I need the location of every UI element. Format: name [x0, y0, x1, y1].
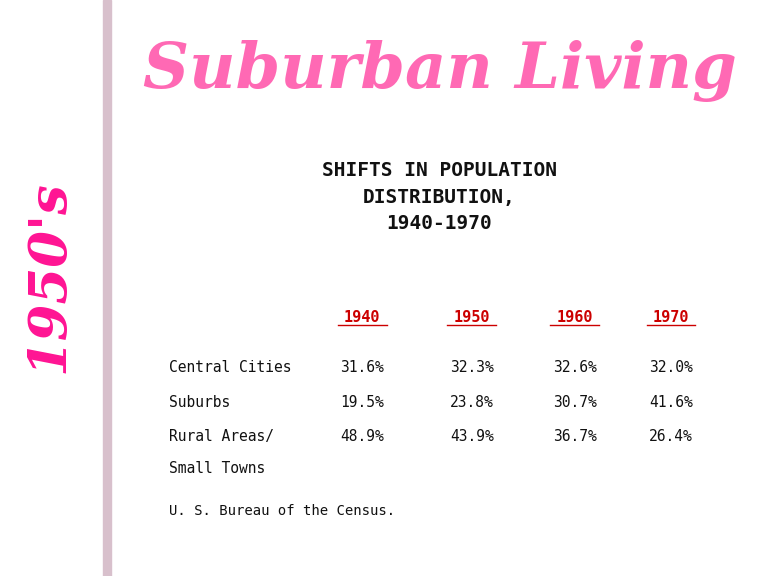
- Text: 48.9%: 48.9%: [340, 429, 384, 444]
- Text: 1940: 1940: [344, 310, 380, 325]
- Text: 1970: 1970: [653, 310, 689, 325]
- Text: 30.7%: 30.7%: [552, 395, 597, 410]
- Text: Small Towns: Small Towns: [170, 461, 266, 476]
- Text: 36.7%: 36.7%: [552, 429, 597, 444]
- Text: 1950: 1950: [454, 310, 490, 325]
- Text: 23.8%: 23.8%: [450, 395, 493, 410]
- Bar: [103, 0, 111, 576]
- Text: 31.6%: 31.6%: [340, 360, 384, 375]
- Text: SHIFTS IN POPULATION
DISTRIBUTION,
1940-1970: SHIFTS IN POPULATION DISTRIBUTION, 1940-…: [322, 161, 557, 233]
- Text: 19.5%: 19.5%: [340, 395, 384, 410]
- Text: 1960: 1960: [556, 310, 593, 325]
- Text: 43.9%: 43.9%: [450, 429, 493, 444]
- Text: 1950's: 1950's: [24, 180, 75, 373]
- Text: U. S. Bureau of the Census.: U. S. Bureau of the Census.: [170, 505, 396, 518]
- Text: Suburbs: Suburbs: [170, 395, 231, 410]
- Text: Suburban Living: Suburban Living: [142, 40, 737, 103]
- Text: Rural Areas/: Rural Areas/: [170, 429, 275, 444]
- Text: 41.6%: 41.6%: [649, 395, 693, 410]
- Text: 32.0%: 32.0%: [649, 360, 693, 375]
- Text: 26.4%: 26.4%: [649, 429, 693, 444]
- Text: Central Cities: Central Cities: [170, 360, 292, 375]
- Text: 32.3%: 32.3%: [450, 360, 493, 375]
- Text: 32.6%: 32.6%: [552, 360, 597, 375]
